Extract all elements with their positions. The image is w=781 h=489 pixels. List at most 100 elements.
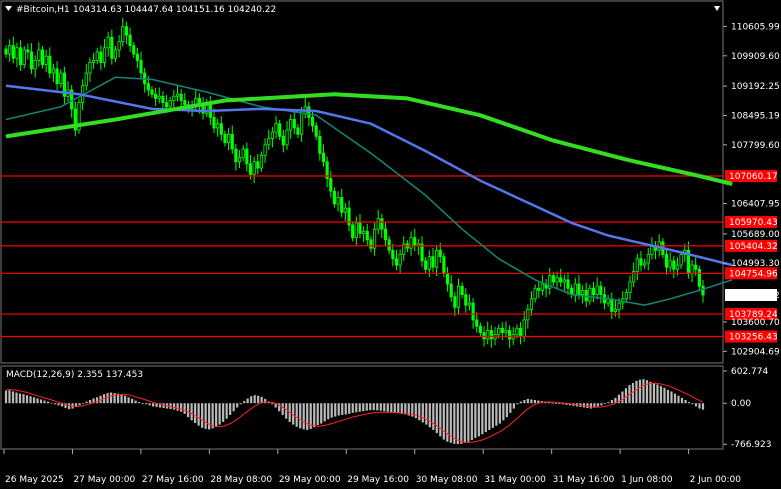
macd-histogram-bar xyxy=(442,403,445,440)
macd-histogram-bar xyxy=(46,401,50,404)
macd-histogram-bar xyxy=(215,403,218,427)
candle-body xyxy=(77,102,81,131)
candle-body xyxy=(245,148,249,165)
candle-body xyxy=(274,123,278,133)
macd-histogram-bar xyxy=(411,403,414,417)
candle-body xyxy=(380,218,384,230)
macd-histogram-bar xyxy=(432,403,435,430)
macd-histogram-bar xyxy=(516,403,519,405)
candle-body xyxy=(11,45,15,59)
candle-body xyxy=(613,308,618,312)
candle-body xyxy=(624,292,628,300)
candle-body xyxy=(121,26,125,42)
candle-body xyxy=(668,260,672,268)
candle-body xyxy=(694,264,698,270)
macd-histogram-bar xyxy=(344,403,347,415)
macd-histogram-bar xyxy=(92,398,95,404)
candle-body xyxy=(168,100,172,108)
scroll-down-triangle-icon[interactable] xyxy=(714,6,720,11)
macd-histogram-bar xyxy=(439,403,442,437)
candle-body xyxy=(44,55,48,66)
macd-histogram-bar xyxy=(495,403,498,426)
candle-body xyxy=(500,327,504,333)
macd-histogram-bar xyxy=(649,381,652,404)
candle-body xyxy=(161,95,165,104)
time-tick-label: 26 May 2025 xyxy=(5,475,64,485)
candle-body xyxy=(482,332,486,340)
time-axis: 26 May 2025 27 May 00:00 27 May 16:00 28 Ma… xyxy=(3,449,741,485)
macd-histogram-bar xyxy=(309,403,312,429)
macd-histogram-bar xyxy=(60,403,64,407)
moving-average-fast-line xyxy=(5,76,733,306)
candle-body xyxy=(216,123,220,129)
macd-histogram-bar xyxy=(565,403,568,405)
macd-histogram-bar xyxy=(449,403,452,443)
current-price-label: 104240.22 xyxy=(731,291,780,301)
candle-body xyxy=(310,116,315,127)
candle-body xyxy=(577,283,581,295)
candle-body xyxy=(445,273,450,285)
candle-body xyxy=(467,302,472,306)
candle-body xyxy=(102,47,107,63)
macd-histogram-bar xyxy=(586,403,589,409)
candle-body xyxy=(486,330,490,340)
macd-histogram-bar xyxy=(232,403,235,412)
horizontal-line-price-tag xyxy=(725,216,777,229)
candle-body xyxy=(398,254,402,266)
macd-histogram-bar xyxy=(274,403,277,408)
candle-body xyxy=(562,279,566,283)
macd-histogram-bar xyxy=(281,403,284,415)
candle-body xyxy=(99,51,103,63)
macd-histogram-bar xyxy=(428,403,431,428)
candle-body xyxy=(573,283,577,295)
candle-body xyxy=(672,260,676,270)
macd-histogram-bar xyxy=(610,400,614,404)
price-tick-label: 109909.60 xyxy=(731,52,780,62)
candle-body xyxy=(292,119,296,129)
candle-body xyxy=(278,123,282,137)
macd-histogram-bar xyxy=(477,403,480,437)
candle-body xyxy=(351,224,355,239)
macd-histogram-bar xyxy=(306,403,309,430)
candle-body xyxy=(212,116,216,129)
macd-histogram-bar xyxy=(684,400,687,404)
candle-body xyxy=(84,72,88,87)
macd-histogram-bar xyxy=(159,403,162,408)
candle-body xyxy=(164,102,169,108)
macd-histogram-bar xyxy=(74,403,78,407)
candle-body xyxy=(515,327,519,336)
macd-histogram-bar xyxy=(32,397,36,404)
macd-histogram-bar xyxy=(330,403,333,418)
macd-histogram-bar xyxy=(404,403,407,415)
candle-body xyxy=(88,62,92,74)
macd-histogram-bar xyxy=(351,403,354,413)
macd-histogram-bar xyxy=(526,398,529,404)
candle-body xyxy=(95,51,99,61)
candle-body xyxy=(299,112,304,135)
candle-body xyxy=(420,243,424,262)
candle-body xyxy=(537,287,541,291)
macd-histogram-bar xyxy=(113,393,116,404)
price-tick-label: 109192.25 xyxy=(731,82,780,92)
macd-histogram-bar xyxy=(292,403,295,425)
candle-body xyxy=(522,319,526,338)
macd-histogram-bar xyxy=(43,400,46,404)
candle-body xyxy=(580,289,585,295)
candle-body xyxy=(478,325,482,333)
macd-histogram-bar xyxy=(109,392,113,404)
macd-histogram-bar xyxy=(621,391,624,404)
macd-histogram-bar xyxy=(425,403,428,425)
macd-histogram-bar xyxy=(691,403,694,405)
dropdown-triangle-icon[interactable] xyxy=(5,6,12,11)
candle-body xyxy=(340,197,344,213)
macd-histogram-bar xyxy=(687,402,691,404)
horizontal-line-price-label: 103789.24 xyxy=(729,310,778,320)
candle-body xyxy=(369,239,373,249)
macd-histogram-bar xyxy=(155,403,158,407)
horizontal-line-price-label: 107060.17 xyxy=(729,172,778,182)
macd-histogram-bar xyxy=(600,403,603,406)
macd-histogram-bar xyxy=(236,403,239,408)
candle-body xyxy=(318,135,322,154)
macd-histogram-bar xyxy=(123,395,127,404)
